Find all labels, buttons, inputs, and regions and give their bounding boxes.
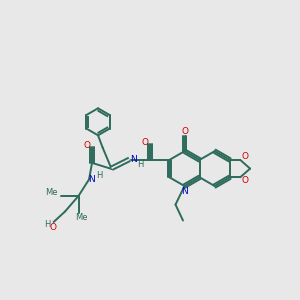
Text: O: O bbox=[50, 223, 56, 232]
Text: O: O bbox=[241, 176, 248, 185]
Text: N: N bbox=[88, 175, 95, 184]
Text: N: N bbox=[130, 155, 137, 164]
Text: N: N bbox=[181, 187, 188, 196]
Text: O: O bbox=[181, 127, 188, 136]
Text: Me: Me bbox=[75, 213, 88, 222]
Text: O: O bbox=[83, 141, 90, 150]
Text: O: O bbox=[241, 152, 248, 161]
Text: H: H bbox=[96, 171, 102, 180]
Text: Me: Me bbox=[45, 188, 58, 197]
Text: H: H bbox=[44, 220, 51, 229]
Text: O: O bbox=[141, 138, 148, 147]
Text: H: H bbox=[137, 160, 144, 169]
